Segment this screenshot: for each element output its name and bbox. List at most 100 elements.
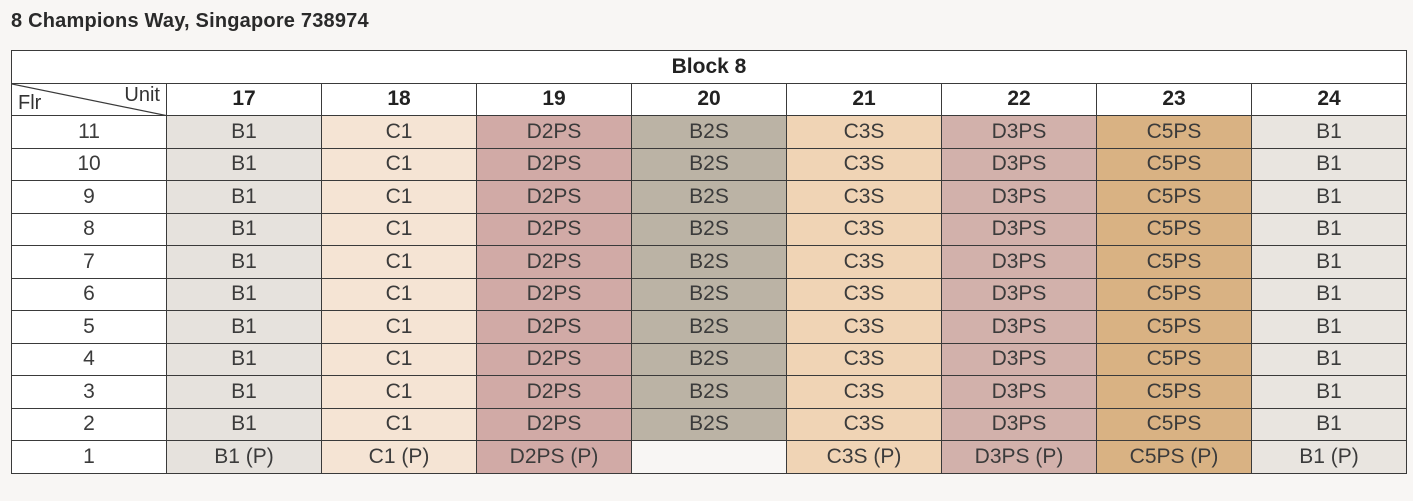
- unit-header-22: 22: [941, 82, 1097, 116]
- unit-type-cell: D2PS: [476, 180, 632, 214]
- floor-number: 6: [11, 277, 167, 311]
- unit-type-cell: C5PS: [1096, 310, 1252, 344]
- floor-number: 7: [11, 245, 167, 279]
- unit-type-cell: C5PS: [1096, 212, 1252, 246]
- floor-number: 4: [11, 342, 167, 376]
- unit-type-cell: B1: [1251, 277, 1407, 311]
- unit-type-cell: B2S: [631, 147, 787, 181]
- floor-row: 10 B1 C1 D2PS B2S C3S D3PS C5PS B1: [11, 147, 1407, 181]
- unit-type-cell: D2PS: [476, 115, 632, 149]
- unit-header-18: 18: [321, 82, 477, 116]
- block-title: Block 8: [11, 50, 1407, 84]
- floor-number: 3: [11, 375, 167, 409]
- unit-type-cell: C5PS (P): [1096, 440, 1252, 474]
- unit-type-cell: C3S (P): [786, 440, 942, 474]
- floor-axis-label: Flr: [18, 92, 42, 114]
- floor-number: 10: [11, 147, 167, 181]
- unit-type-cell: D3PS: [941, 407, 1097, 441]
- unit-type-cell: C5PS: [1096, 245, 1252, 279]
- unit-type-cell: D2PS: [476, 310, 632, 344]
- unit-header-row: Unit Flr 17 18 19 20 21 22 23 24: [11, 82, 1407, 116]
- unit-type-cell: D3PS: [941, 212, 1097, 246]
- unit-type-cell: B1: [166, 115, 322, 149]
- unit-type-cell: B1: [1251, 310, 1407, 344]
- unit-type-cell: D3PS: [941, 180, 1097, 214]
- unit-type-cell: D2PS: [476, 147, 632, 181]
- unit-type-cell: B1: [166, 310, 322, 344]
- floor-row: 2 B1 C1 D2PS B2S C3S D3PS C5PS B1: [11, 407, 1407, 441]
- unit-type-cell: D2PS: [476, 375, 632, 409]
- unit-type-cell: B1: [1251, 147, 1407, 181]
- unit-type-cell: B1: [166, 212, 322, 246]
- unit-type-cell: C1: [321, 180, 477, 214]
- floor-number: 8: [11, 212, 167, 246]
- unit-type-cell: D2PS: [476, 342, 632, 376]
- unit-type-cell: D2PS: [476, 212, 632, 246]
- unit-type-cell: D3PS: [941, 147, 1097, 181]
- unit-type-cell: C3S: [786, 277, 942, 311]
- unit-type-cell: B1: [1251, 245, 1407, 279]
- floor-number: 11: [11, 115, 167, 149]
- unit-type-cell: C3S: [786, 375, 942, 409]
- floor-number: 1: [11, 440, 167, 474]
- unit-grid-body: 11 B1 C1 D2PS B2S C3S D3PS C5PS B1 10 B1 C1 D2PS B2S C…: [11, 115, 1407, 474]
- floor-row: 9 B1 C1 D2PS B2S C3S D3PS C5PS B1: [11, 180, 1407, 214]
- unit-type-cell: B2S: [631, 375, 787, 409]
- unit-type-cell: C3S: [786, 212, 942, 246]
- unit-type-cell: D2PS: [476, 277, 632, 311]
- unit-type-cell: B2S: [631, 277, 787, 311]
- unit-type-cell: B2S: [631, 342, 787, 376]
- unit-type-cell: D3PS: [941, 375, 1097, 409]
- unit-type-cell: B1: [1251, 212, 1407, 246]
- unit-header-23: 23: [1096, 82, 1252, 116]
- unit-header-21: 21: [786, 82, 942, 116]
- unit-type-cell: B1 (P): [1251, 440, 1407, 474]
- floor-row: 11 B1 C1 D2PS B2S C3S D3PS C5PS B1: [11, 115, 1407, 149]
- unit-type-cell: D3PS: [941, 115, 1097, 149]
- unit-type-cell: B2S: [631, 407, 787, 441]
- unit-type-cell: C3S: [786, 147, 942, 181]
- unit-grid-table: Block 8 Unit Flr 17 18 19 20 21 22 23 24 11 B1 C1…: [11, 50, 1407, 474]
- unit-type-cell: C1: [321, 147, 477, 181]
- floor-number: 5: [11, 310, 167, 344]
- unit-type-cell: D3PS: [941, 310, 1097, 344]
- unit-type-cell: C1: [321, 375, 477, 409]
- unit-type-cell: D3PS (P): [941, 440, 1097, 474]
- unit-type-cell: B1: [166, 180, 322, 214]
- floor-row: 7 B1 C1 D2PS B2S C3S D3PS C5PS B1: [11, 245, 1407, 279]
- unit-header-24: 24: [1251, 82, 1407, 116]
- unit-type-cell: C3S: [786, 115, 942, 149]
- unit-type-cell: D3PS: [941, 277, 1097, 311]
- unit-type-cell: C3S: [786, 342, 942, 376]
- unit-type-cell: B1: [166, 147, 322, 181]
- diagonal-divider: [12, 84, 166, 116]
- unit-type-cell: B1: [166, 277, 322, 311]
- floor-row: 6 B1 C1 D2PS B2S C3S D3PS C5PS B1: [11, 277, 1407, 311]
- unit-type-cell: D3PS: [941, 342, 1097, 376]
- floor-row: 4 B1 C1 D2PS B2S C3S D3PS C5PS B1: [11, 342, 1407, 376]
- unit-type-cell: B1: [166, 375, 322, 409]
- unit-type-cell: B1 (P): [166, 440, 322, 474]
- unit-type-cell: B1: [1251, 180, 1407, 214]
- floor-number: 2: [11, 407, 167, 441]
- unit-type-cell: C1: [321, 407, 477, 441]
- unit-type-cell: B1: [166, 245, 322, 279]
- unit-axis-label: Unit: [124, 83, 160, 106]
- unit-type-cell: D2PS (P): [476, 440, 632, 474]
- unit-type-cell: B1: [1251, 375, 1407, 409]
- unit-type-cell: B2S: [631, 180, 787, 214]
- unit-type-cell: B2S: [631, 115, 787, 149]
- unit-header-19: 19: [476, 82, 632, 116]
- unit-header-17: 17: [166, 82, 322, 116]
- unit-type-cell: C5PS: [1096, 375, 1252, 409]
- unit-type-cell: C5PS: [1096, 407, 1252, 441]
- address-heading: 8 Champions Way, Singapore 738974: [11, 10, 369, 32]
- floor-row: 8 B1 C1 D2PS B2S C3S D3PS C5PS B1: [11, 212, 1407, 246]
- unit-type-cell: C3S: [786, 180, 942, 214]
- unit-grid-container: Block 8 Unit Flr 17 18 19 20 21 22 23 24 11 B1 C1…: [11, 50, 1407, 474]
- unit-type-cell: C1: [321, 245, 477, 279]
- unit-type-cell: D2PS: [476, 245, 632, 279]
- corner-header-cell: Unit Flr: [11, 82, 167, 116]
- unit-type-cell: C1: [321, 277, 477, 311]
- unit-type-cell: C5PS: [1096, 180, 1252, 214]
